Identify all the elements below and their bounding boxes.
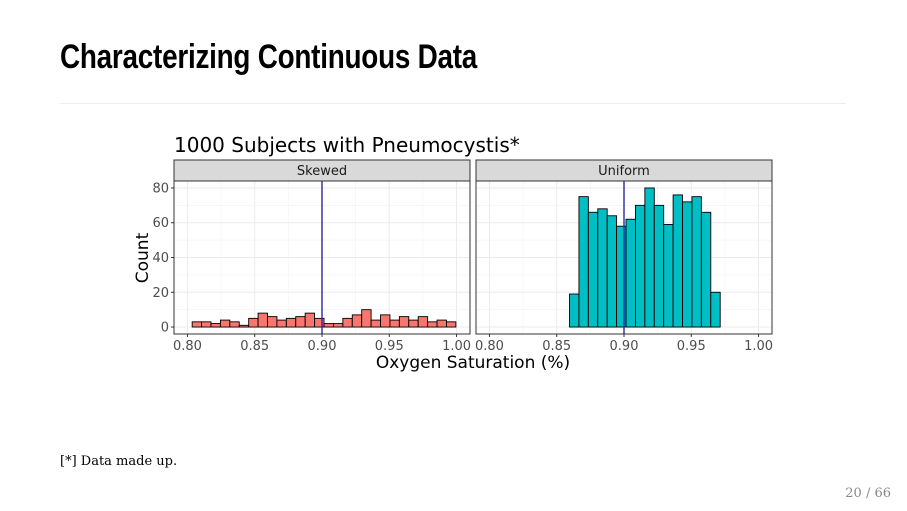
histogram-bar xyxy=(323,323,334,328)
facet-panel-skewed: Skewed 0.80 0.85 0.90 0.95 1.00 0 20 40 60 80 xyxy=(152,159,471,354)
histogram-bar xyxy=(398,316,410,328)
histogram-bar xyxy=(219,319,231,328)
histogram-bar xyxy=(351,314,363,328)
y-tick-label: 20 xyxy=(152,286,169,301)
x-tick-label: 0.95 xyxy=(375,339,404,354)
histogram-bar xyxy=(427,321,438,328)
y-tick-label: 80 xyxy=(152,181,169,196)
x-tick-label: 0.95 xyxy=(677,339,706,354)
histogram-bar xyxy=(229,321,240,328)
histogram-bar xyxy=(653,204,665,328)
histogram-bar xyxy=(644,187,655,328)
histogram-bar xyxy=(332,323,344,328)
y-tick-label: 40 xyxy=(152,251,169,266)
histogram-bar xyxy=(248,317,259,328)
histogram-bar xyxy=(380,314,391,328)
histogram-bar xyxy=(267,316,278,328)
histogram-bar xyxy=(191,321,203,328)
histogram-bar xyxy=(578,196,589,328)
facet-panels: Skewed 0.80 0.85 0.90 0.95 1.00 0 20 40 60 80 Unifo… xyxy=(152,159,773,354)
histogram-bar xyxy=(276,319,287,328)
histogram-bar xyxy=(691,196,702,328)
histogram-bar xyxy=(682,201,693,328)
histogram-bar xyxy=(569,293,580,328)
x-tick-label: 0.90 xyxy=(610,339,639,354)
x-tick-label: 0.85 xyxy=(542,339,571,354)
histogram-bar xyxy=(700,211,712,328)
x-axis-label: Oxygen Saturation (%) xyxy=(376,353,570,373)
histogram-bar xyxy=(417,316,429,328)
histogram-bar xyxy=(342,317,353,328)
x-tick-label: 0.85 xyxy=(240,339,269,354)
histogram-bar xyxy=(285,317,297,328)
histogram-bar xyxy=(408,319,419,328)
histogram-bar xyxy=(672,194,683,328)
title-divider xyxy=(60,103,846,104)
facet-strip-label: Uniform xyxy=(598,164,650,179)
histogram-bar xyxy=(389,319,400,328)
histogram-bar xyxy=(587,211,599,328)
x-tick-label: 0.80 xyxy=(475,339,504,354)
x-tick-label: 1.00 xyxy=(442,339,471,354)
histogram-bar xyxy=(634,204,646,328)
histogram-bar xyxy=(257,312,268,328)
x-tick-label: 0.80 xyxy=(173,339,202,354)
y-tick-label: 60 xyxy=(152,216,169,231)
histogram-bar xyxy=(446,321,457,328)
histogram-bar xyxy=(314,317,325,328)
histogram-bar xyxy=(606,215,618,328)
histogram-bar xyxy=(597,208,608,328)
facet-strip-label: Skewed xyxy=(297,164,347,179)
y-tick-label: 0 xyxy=(161,321,169,336)
histogram-bar xyxy=(710,291,721,328)
histogram-bar xyxy=(625,218,636,328)
histogram-bar xyxy=(370,319,381,328)
histogram-bar xyxy=(210,323,221,328)
histogram-bar xyxy=(304,312,316,328)
histogram-bar xyxy=(295,316,306,328)
footnote: [*] Data made up. xyxy=(60,454,178,469)
histogram-bar xyxy=(663,224,674,328)
facet-panel-uniform: Uniform 0.80 0.85 0.90 0.95 1.00 xyxy=(475,159,773,354)
chart-title: 1000 Subjects with Pneumocystis* xyxy=(174,133,520,157)
histogram-bar xyxy=(361,309,372,328)
y-axis-label: Count xyxy=(133,232,153,283)
slide-title: Characterizing Continuous Data xyxy=(60,38,478,76)
x-tick-label: 0.90 xyxy=(308,339,337,354)
histogram-bar xyxy=(436,319,447,328)
x-tick-label: 1.00 xyxy=(744,339,773,354)
page-number: 20 / 66 xyxy=(845,486,891,501)
histogram-chart: 1000 Subjects with Pneumocystis* Skewed 0… xyxy=(133,133,773,373)
histogram-bar xyxy=(238,324,250,328)
histogram-bar xyxy=(201,321,212,328)
